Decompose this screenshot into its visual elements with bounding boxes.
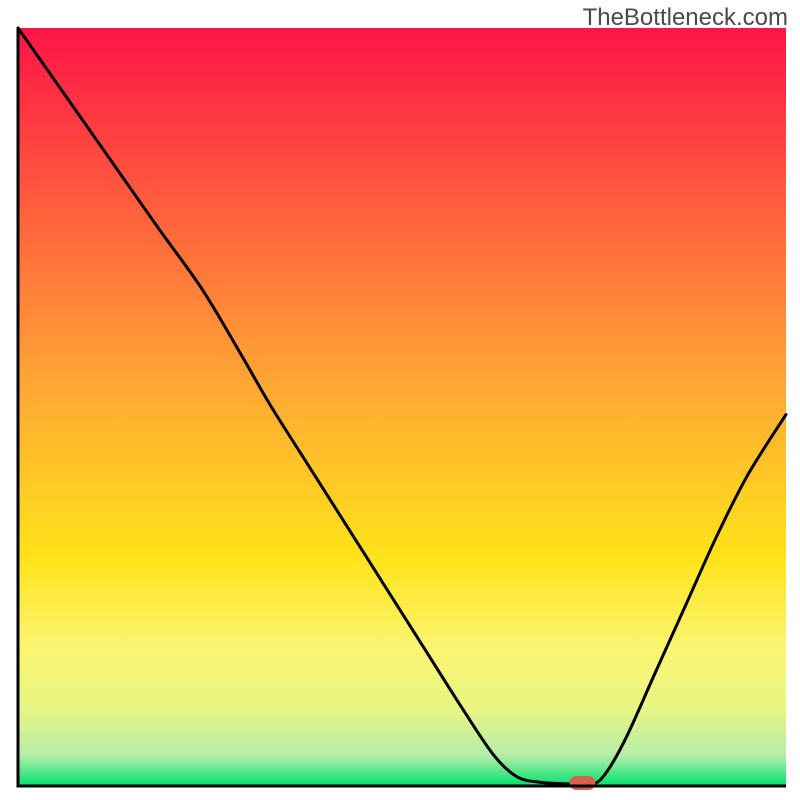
chart-svg — [0, 0, 800, 800]
plot-background — [18, 28, 786, 786]
bottleneck-chart — [0, 0, 800, 800]
optimal-marker — [569, 776, 595, 790]
